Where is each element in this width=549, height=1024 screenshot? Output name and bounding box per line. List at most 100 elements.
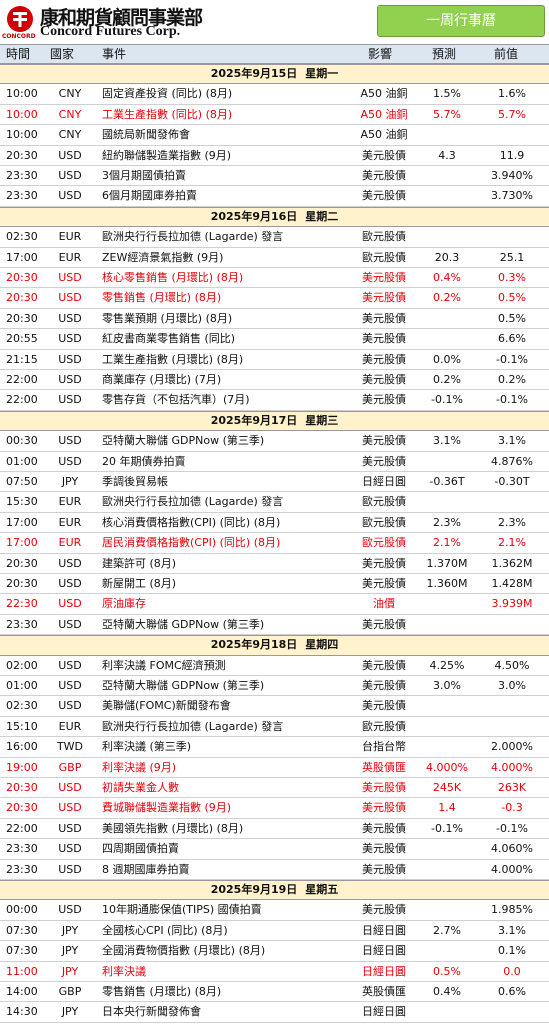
forecast: 3.1% [433, 434, 461, 448]
previous: -0.1% [496, 821, 528, 835]
time: 19:00 [6, 760, 38, 774]
country: USD [58, 679, 82, 692]
time: 22:00 [6, 373, 38, 386]
forecast: 5.7% [433, 107, 461, 121]
country: USD [58, 862, 82, 876]
event-row: 22:00 USD 零售存貨（不包括汽車）(7月) 美元股債 -0.1% -0.1% [0, 390, 549, 411]
event-row: 23:30 USD 3個月期國債拍賣 美元股債 3.940% [0, 166, 549, 187]
weekday: 星期一 [305, 67, 339, 80]
time: 07:30 [6, 923, 38, 937]
event-row: 20:30 USD 零售業預期 (月環比) (8月) 美元股債 0.5% [0, 309, 549, 330]
previous: 3.939M [491, 597, 533, 611]
logo-icon [7, 6, 33, 32]
event-row: 17:00 EUR ZEW經濟景氣指數 (9月) 歐元股債 20.3 25.1 [0, 248, 549, 268]
event: 利率決議 [102, 964, 146, 978]
event: 季調後貿易帳 [102, 475, 168, 488]
time: 02:00 [6, 658, 38, 672]
date: 2025年9月16日 [210, 209, 298, 223]
day-header: 2025年9月16日 星期二 [0, 206, 549, 228]
impact: 美元股債 [362, 332, 406, 346]
forecast: -0.1% [431, 821, 463, 835]
brand-small: CONCORD [2, 33, 36, 40]
forecast: 4.000% [426, 760, 468, 774]
time: 20:30 [6, 291, 38, 305]
forecast: 3.0% [433, 679, 461, 692]
time: 01:00 [6, 454, 38, 468]
event: 利率決議 (9月) [102, 760, 177, 774]
previous: 1.428M [491, 577, 533, 590]
impact: 美元股債 [362, 577, 406, 590]
event: 20 年期債券拍賣 [102, 454, 186, 468]
impact: A50 油銅 [360, 87, 408, 101]
event: 全國消費物價指數 (月環比) (8月) [102, 944, 266, 958]
impact: 美元股債 [362, 821, 406, 835]
event: 利率決議 (第三季) [102, 740, 192, 754]
time: 07:50 [6, 475, 38, 488]
column-title: 影響 [367, 47, 392, 61]
date: 2025年9月17日 [210, 413, 298, 427]
event: 零售存貨（不包括汽車）(7月) [102, 393, 250, 407]
forecast: 0.5% [433, 964, 461, 978]
event: 國統局新聞發佈會 [102, 128, 190, 142]
time: 23:30 [6, 842, 38, 856]
time: 00:30 [6, 434, 38, 448]
country: USD [58, 148, 82, 162]
event: 商業庫存 (月環比) (7月) [102, 373, 222, 386]
time: 10:00 [6, 128, 38, 142]
country: USD [58, 311, 82, 325]
event: 紐約聯儲製造業指數 (9月) [102, 148, 232, 162]
previous: 263K [497, 781, 527, 794]
event: 核心消費價格指數(CPI) (同比) (8月) [102, 515, 281, 529]
previous: 0.6% [498, 985, 526, 998]
event-row: 20:55 USD 紅皮書商業零售銷售 (同比) 美元股債 6.6% [0, 329, 549, 350]
event: 初請失業金人數 [102, 781, 179, 794]
date: 2025年9月19日 [210, 883, 298, 896]
previous: 0.5% [498, 311, 526, 325]
brand-name-en: Concord Futures Corp. [40, 24, 181, 39]
event-row: 02:00 USD 利率決議 FOMC經濟預測 美元股債 4.25% 4.50% [0, 656, 549, 676]
previous: 4.876% [491, 454, 533, 468]
impact: 美元股債 [362, 291, 406, 305]
time: 23:30 [6, 189, 38, 203]
forecast: 4.3 [438, 148, 456, 162]
previous: -0.30T [494, 475, 530, 488]
time: 14:30 [6, 1005, 38, 1019]
country: JPY [61, 1005, 79, 1019]
event-row: 10:00 CNY 工業生產指數 (同比) (8月) A50 油銅 5.7% 5.7% [0, 105, 549, 126]
time: 10:00 [6, 87, 38, 101]
time: 00:00 [6, 903, 38, 917]
impact: 美元股債 [362, 862, 406, 876]
impact: 日經日圓 [362, 1005, 406, 1019]
country: USD [58, 781, 82, 794]
impact: A50 油銅 [360, 128, 408, 142]
country: USD [58, 434, 82, 448]
country: JPY [61, 964, 79, 978]
previous: 1.6% [498, 87, 526, 101]
country: USD [58, 271, 82, 284]
impact: 美元股債 [362, 311, 406, 325]
impact: 歐元股債 [362, 230, 406, 244]
country: TWD [56, 740, 84, 754]
column-title: 國家 [50, 47, 75, 61]
event: 美國領先指數 (月環比) (8月) [102, 821, 244, 835]
country: JPY [61, 944, 79, 958]
previous: 2.1% [498, 536, 526, 550]
impact: 英股債匯 [362, 985, 406, 998]
forecast: 245K [432, 781, 462, 794]
calendar-button[interactable]: 一周行事曆 [377, 5, 545, 37]
date: 2025年9月18日 [210, 638, 298, 652]
weekday: 星期二 [305, 209, 339, 223]
country: USD [58, 699, 82, 713]
previous: 3.1% [498, 434, 526, 448]
impact: 美元股債 [362, 454, 406, 468]
event: 新屋開工 (8月) [102, 577, 177, 590]
day-header: 2025年9月18日 星期四 [0, 635, 549, 656]
previous: 1.985% [491, 903, 533, 917]
event-row: 07:30 JPY 全國核心CPI (同比) (8月) 日經日圓 2.7% 3.1% [0, 921, 549, 942]
forecast: 1.5% [433, 87, 461, 101]
forecast: 2.3% [433, 515, 461, 529]
event-row: 23:30 USD 8 週期國庫券拍賣 美元股債 4.000% [0, 860, 549, 880]
event-row: 23:30 USD 四周期國債拍賣 美元股債 4.060% [0, 839, 549, 860]
impact: 美元股債 [362, 842, 406, 856]
country: EUR [58, 250, 82, 264]
